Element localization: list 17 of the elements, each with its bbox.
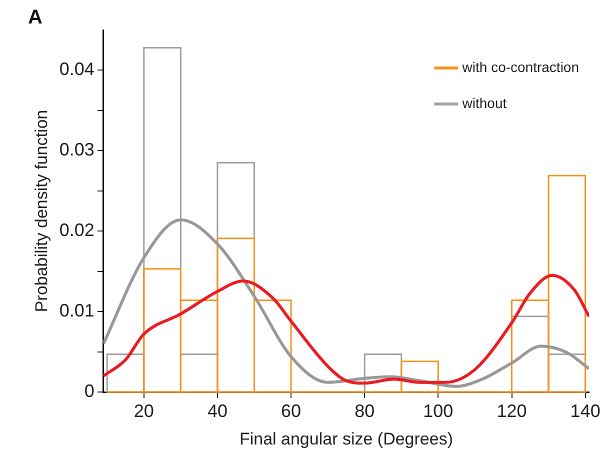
legend-label: without (461, 94, 507, 111)
y-tick-label: 0 (84, 380, 94, 401)
legend-label: with co-contraction (461, 58, 579, 75)
x-axis-title: Final angular size (Degrees) (239, 429, 453, 448)
x-tick-label: 60 (281, 400, 302, 421)
y-tick-label: 0.02 (59, 220, 94, 240)
x-tick-label: 100 (423, 400, 454, 421)
x-tick-label: 20 (134, 400, 154, 421)
x-tick-label: 80 (354, 400, 375, 421)
chart-title: A (28, 6, 42, 29)
x-tick-label: 140 (570, 400, 600, 421)
y-tick-label: 0.04 (59, 59, 94, 80)
y-tick-label: 0.01 (59, 300, 94, 321)
x-tick-label: 40 (207, 400, 228, 421)
x-tick-label: 120 (496, 400, 527, 421)
y-axis-title: Probability density function (32, 110, 51, 312)
y-tick-label: 0.03 (59, 140, 94, 160)
